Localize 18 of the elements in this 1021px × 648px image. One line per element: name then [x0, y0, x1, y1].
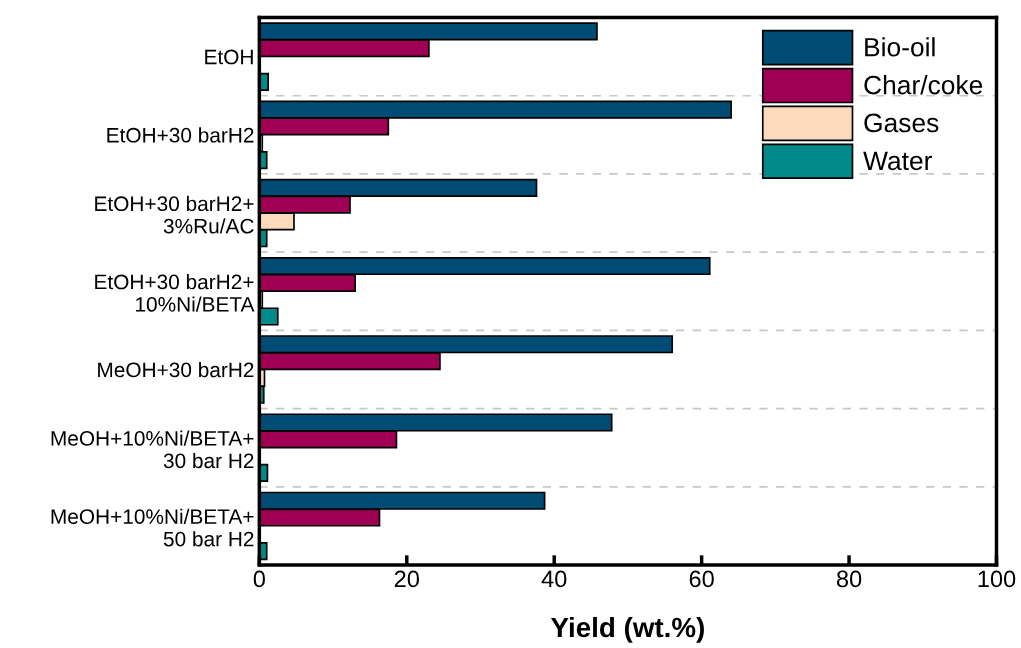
x-axis-title: Yield (wt.%): [550, 616, 704, 643]
y-tick-label: MeOH+30 barH2: [98, 361, 254, 378]
y-tick-label: EtOH+30 barH2+ 3%Ru/AC: [95, 195, 254, 234]
x-tick-label: 0: [253, 570, 265, 588]
legend-label: Bio-oil: [865, 37, 935, 57]
y-tick-label: EtOH+30 barH2+ 10%Ni/BETA: [95, 274, 255, 312]
y-tick-label: MeOH+10%Ni/BETA+ 30 bar H2: [51, 430, 254, 469]
y-tick-label: MeOH+10%Ni/BETA+ 50 bar H2: [51, 508, 254, 547]
x-tick-label: 60: [689, 570, 714, 588]
x-tick-label: 80: [836, 570, 862, 588]
legend-label: Char/coke: [864, 75, 983, 95]
x-tick-label: 20: [394, 570, 419, 588]
x-tick-label: 40: [541, 570, 567, 588]
y-tick-label: EtOH: [205, 49, 253, 65]
x-tick-label: 100: [978, 570, 1016, 588]
y-tick-label: EtOH+30 barH2: [107, 127, 254, 143]
legend-label: Water: [863, 151, 932, 171]
legend-label: Gases: [864, 113, 939, 133]
